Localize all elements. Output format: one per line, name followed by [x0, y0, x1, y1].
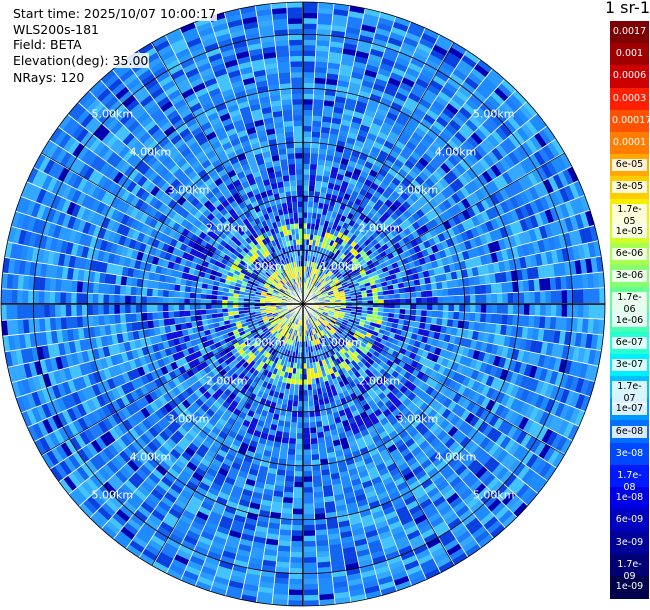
range-ring-label: 4.00km [130, 145, 172, 158]
colorbar-tick-label: 1e-09 [615, 580, 644, 592]
range-ring-label: 2.00km [358, 374, 400, 387]
colorbar-tick-label: 3e-08 [615, 447, 644, 459]
range-ring-label: 2.00km [358, 222, 400, 235]
colorbar-tick-label: 1e-06 [612, 314, 647, 327]
colorbar-tick-label: 6e-07 [612, 336, 647, 349]
azimuth-spoke [151, 303, 304, 566]
range-ring-label: 1.00km [244, 336, 286, 349]
range-ring-label: 1.00km [244, 260, 286, 273]
range-ring-label: 5.00km [473, 489, 515, 502]
colorbar-segment [610, 531, 649, 555]
colorbar-tick-label: 1e-08 [615, 492, 644, 504]
range-ring-label: 3.00km [168, 184, 210, 197]
range-ring-label: 3.00km [397, 412, 439, 425]
colorbar-segment [610, 21, 649, 44]
colorbar-tick-label: 1e-05 [612, 225, 647, 238]
colorbar-tick-label: 6e-09 [615, 514, 644, 526]
azimuth-spoke [302, 303, 455, 566]
colorbar-tick-label: 3e-06 [612, 270, 647, 283]
azimuth-spoke [302, 303, 565, 456]
colorbar-segment [610, 131, 649, 155]
field-label: Field: BETA [12, 37, 83, 52]
range-ring-label: 5.00km [92, 489, 134, 502]
colorbar-tick-label: 0.0006 [612, 70, 647, 82]
range-ring-label: 4.00km [435, 451, 477, 464]
instrument-label: WLS200s-181 [12, 22, 100, 37]
range-ring-label: 4.00km [435, 145, 477, 158]
colorbar-segment [610, 553, 649, 577]
colorbar-tick-label: 3e-09 [615, 536, 644, 548]
colorbar-tick-label: 6e-06 [612, 248, 647, 261]
colorbar-tick-label: 0.0001 [612, 137, 647, 149]
range-ring-label: 2.00km [206, 374, 248, 387]
colorbar-tick-label: 3e-07 [612, 358, 647, 371]
colorbar-tick-label: 0.001 [615, 48, 644, 60]
nrays-label: NRays: 120 [12, 70, 86, 85]
backscatter-field [1, 2, 605, 606]
colorbar-segment [610, 464, 649, 488]
colorbar-tick-label: 6e-05 [612, 159, 647, 172]
azimuth-spoke [151, 42, 304, 305]
colorbar-tick-label: 1.7e-06 [612, 292, 647, 317]
colorbar-segment [610, 442, 649, 466]
range-ring-label: 4.00km [130, 451, 172, 464]
colorbar-tick-label: 1.7e-08 [617, 469, 642, 493]
colorbar-tick-label: 0.0017 [612, 26, 647, 38]
colorbar-tick-label: 0.00017 [612, 114, 650, 126]
colorbar-tick-label: 3e-05 [612, 181, 647, 194]
colorbar-segment [610, 509, 649, 532]
azimuth-spoke [41, 152, 304, 305]
colorbar-tick-label: 1.7e-07 [612, 381, 647, 406]
colorbar-segment [610, 487, 649, 510]
azimuth-spoke [302, 152, 565, 305]
range-ring-label: 3.00km [397, 184, 439, 197]
colorbar-segment [610, 575, 649, 599]
range-ring-label: 1.00km [320, 260, 362, 273]
ppi-scan-plot: 1.00km 1.00km 1.00km 1.00km 2.00km 2.00km 2.00… [0, 1, 606, 607]
colorbar-tick-label: 1.7e-09 [617, 558, 642, 582]
colorbar-title: m-1 sr-1 [607, 0, 650, 17]
azimuth-spoke [302, 42, 455, 305]
range-ring-label: 3.00km [168, 412, 210, 425]
colorbar-segment [610, 43, 649, 66]
start-time-label: Start time: 2025/10/07 10:00:17 [12, 6, 218, 21]
colorbar-segment [610, 109, 649, 133]
range-ring-grid [0, 1, 606, 607]
colorbar-tick-label: 1.7e-05 [612, 203, 647, 228]
range-ring-labels: 1.00km 1.00km 1.00km 1.00km 2.00km 2.00km 2.00… [92, 107, 515, 501]
range-ring-label: 5.00km [473, 107, 515, 120]
range-ring-label: 5.00km [92, 107, 134, 120]
colorbar-segment [610, 65, 649, 89]
colorbar-tick-label: 0.0003 [612, 92, 647, 104]
colorbar-segment [610, 87, 649, 111]
range-ring-label: 2.00km [206, 222, 248, 235]
azimuth-spoke [41, 303, 304, 456]
colorbar-tick-label: 1e-07 [612, 403, 647, 416]
colorbar-tick-label: 6e-08 [612, 425, 647, 438]
range-ring-label: 1.00km [320, 336, 362, 349]
elevation-label: Elevation(deg): 35.00 [12, 53, 150, 68]
